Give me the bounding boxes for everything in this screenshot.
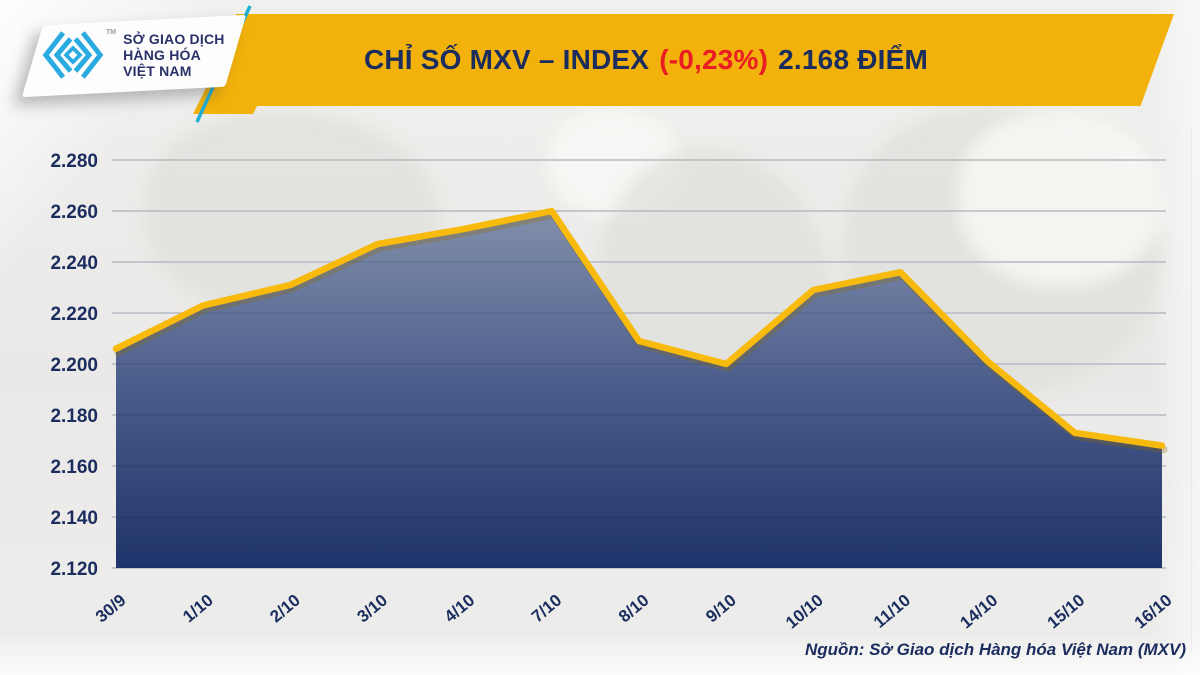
y-tick-label: 2.120 xyxy=(50,559,98,580)
x-tick-label: 15/10 xyxy=(1044,591,1089,633)
title-points: 2.168 ĐIỂM xyxy=(778,44,929,75)
y-tick-label: 2.240 xyxy=(50,253,98,274)
trademark-symbol: TM xyxy=(106,29,117,36)
title-change-percent: (-0,23%) xyxy=(659,44,769,75)
y-tick-label: 2.200 xyxy=(50,355,98,376)
y-tick-label: 2.160 xyxy=(50,457,98,478)
mxv-logo: TM SỞ GIAO DỊCH HÀNG HÓA VIỆT NAM xyxy=(36,15,240,95)
x-tick-label: 9/10 xyxy=(702,591,740,627)
x-tick-label: 30/9 xyxy=(92,591,130,627)
mxv-logo-icon xyxy=(42,31,104,79)
title-main: CHỈ SỐ MXV – INDEX xyxy=(363,44,650,75)
logo-org-line-3: VIỆT NAM xyxy=(123,63,192,80)
x-tick-label: 4/10 xyxy=(441,591,479,627)
x-tick-label: 10/10 xyxy=(782,591,827,633)
page-title: CHỈ SỐ MXV – INDEX (-0,23%) 2.168 ĐIỂM xyxy=(236,14,1174,106)
logo-center-diamond xyxy=(63,45,83,65)
y-tick-label: 2.220 xyxy=(50,304,98,325)
index-area-fill xyxy=(116,211,1162,568)
y-tick-label: 2.260 xyxy=(50,202,98,223)
y-tick-label: 2.180 xyxy=(50,406,98,427)
logo-org-line-2: HÀNG HÓA xyxy=(123,46,201,63)
logo-org-line-1: SỞ GIAO DỊCH xyxy=(123,30,225,47)
x-tick-label: 14/10 xyxy=(956,591,1001,633)
y-tick-label: 2.140 xyxy=(50,508,98,529)
x-tick-label: 7/10 xyxy=(528,591,566,627)
x-tick-label: 11/10 xyxy=(870,591,914,632)
x-tick-label: 1/10 xyxy=(179,591,217,627)
source-caption: Nguồn: Sở Giao dịch Hàng hóa Việt Nam (M… xyxy=(804,640,1186,659)
x-tick-label: 3/10 xyxy=(354,591,392,627)
x-tick-label: 2/10 xyxy=(266,591,304,627)
y-tick-label: 2.280 xyxy=(50,151,98,172)
x-tick-label: 16/10 xyxy=(1131,591,1176,633)
x-tick-label: 8/10 xyxy=(615,591,653,627)
logo-org-name: SỞ GIAO DỊCH HÀNG HÓA VIỆT NAM xyxy=(123,31,224,80)
